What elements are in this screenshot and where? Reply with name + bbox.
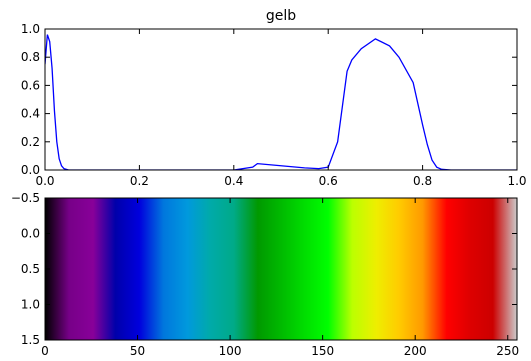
- x-tick-label: 250: [496, 344, 519, 358]
- x-tick-label: 50: [130, 344, 145, 358]
- y-tick-label: −0.5: [11, 191, 40, 205]
- x-tick-label: 100: [219, 344, 242, 358]
- x-ticks: 0.0 0.2 0.4 0.6 0.8 1.0: [35, 29, 527, 188]
- x-tick-label: 0: [41, 344, 49, 358]
- y-tick-label: 0.0: [21, 163, 40, 177]
- chart-title: gelb: [266, 8, 296, 24]
- x-tick-label: 200: [404, 344, 427, 358]
- y-tick-label: 0.4: [21, 107, 40, 121]
- plot-frame: [44, 28, 518, 171]
- x-tick-label: 1.0: [507, 174, 526, 188]
- colormap-strip: [45, 198, 517, 340]
- y-ticks: 0.0 0.2 0.4 0.6 0.8 1.0: [21, 22, 517, 177]
- x-tick-label: 0.8: [413, 174, 432, 188]
- x-tick-label: 0.6: [319, 174, 338, 188]
- y-tick-label: 0.8: [21, 50, 40, 64]
- y-ticks: −0.5 0.0 0.5 1.0 1.5: [11, 191, 517, 347]
- y-tick-label: 1.5: [21, 333, 40, 347]
- y-tick-label: 0.2: [21, 135, 40, 149]
- y-tick-label: 0.5: [21, 262, 40, 276]
- x-tick-label: 0.4: [224, 174, 243, 188]
- x-ticks: 0 50 100 150 200 250: [41, 198, 519, 358]
- plot-frame: [44, 197, 518, 341]
- x-tick-label: 0.0: [35, 174, 54, 188]
- line-chart: gelb 0.0 0.2 0.4 0.6 0.8 1.0 0.0 0.2 0.4 0.6 0.8 1…: [21, 8, 527, 188]
- y-tick-label: 0.6: [21, 78, 40, 92]
- series-line: [45, 34, 517, 170]
- y-tick-label: 0.0: [21, 227, 40, 241]
- x-tick-label: 0.2: [130, 174, 149, 188]
- x-tick-label: 150: [311, 344, 334, 358]
- y-tick-label: 1.0: [21, 298, 40, 312]
- colormap-image: 0 50 100 150 200 250 −0.5 0.0 0.5 1.0 1.5: [11, 191, 519, 358]
- y-tick-label: 1.0: [21, 22, 40, 36]
